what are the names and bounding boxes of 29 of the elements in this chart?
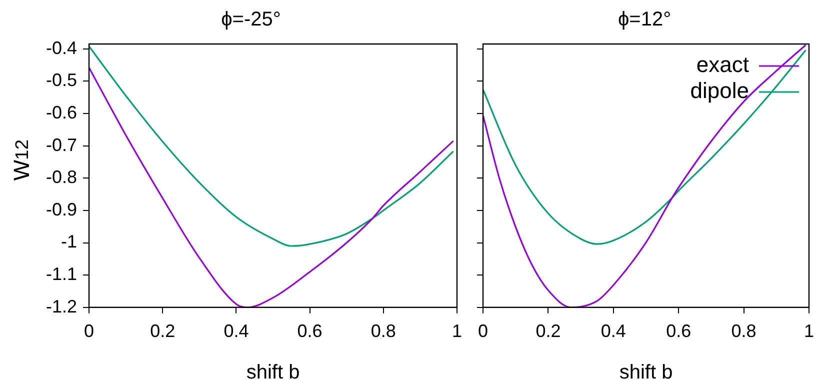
x-axis-title: shift b xyxy=(246,362,300,384)
x-tick-label: 0.4 xyxy=(600,321,626,342)
x-tick-label: 0.6 xyxy=(666,321,692,342)
y-tick-label: -1.2 xyxy=(46,296,78,316)
y-tick-label: -0.5 xyxy=(46,70,78,90)
y-tick-label: -1.1 xyxy=(46,264,78,284)
y-tick-label: -1 xyxy=(61,232,78,252)
x-tick-label: 0.8 xyxy=(370,321,396,342)
x-tick-label: 0.2 xyxy=(150,321,176,342)
x-axis-title: shift b xyxy=(619,362,673,384)
line-series xyxy=(89,66,454,308)
legend-label: exact xyxy=(696,52,749,78)
x-tick-label: 0.2 xyxy=(536,321,561,342)
x-tick-label: 0.8 xyxy=(731,321,756,342)
chart-title: ϕ=-25° xyxy=(221,8,281,31)
y-tick-label: -0.4 xyxy=(46,38,78,58)
x-tick-label: 0 xyxy=(84,321,94,342)
x-tick-label: 1 xyxy=(452,321,462,342)
line-series xyxy=(89,45,454,247)
y-tick-label: -0.6 xyxy=(46,102,78,122)
chart-title: ϕ=12° xyxy=(618,8,672,31)
y-tick-label: -0.8 xyxy=(46,167,78,188)
x-tick-label: 0.6 xyxy=(297,321,322,342)
y-tick-label: -0.9 xyxy=(46,199,78,220)
x-tick-label: 1 xyxy=(804,321,814,342)
y-tick-label: -0.7 xyxy=(46,134,78,155)
x-tick-label: 0.4 xyxy=(224,321,249,342)
x-tick-label: 0 xyxy=(478,321,488,342)
legend-label: dipole xyxy=(690,78,749,104)
